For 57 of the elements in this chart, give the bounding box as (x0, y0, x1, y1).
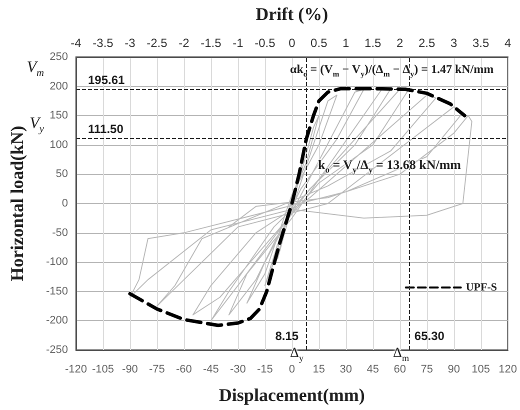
ref-line-label: 65.30 (414, 329, 445, 343)
x2-tick-label: -2 (178, 36, 190, 50)
y-tick-label: -250 (46, 344, 68, 356)
x2-tick-label: 2.5 (418, 36, 436, 50)
x-tick-label: -30 (230, 364, 246, 376)
x2-tick-label: -0.5 (254, 36, 276, 50)
ref-line-label: 195.61 (88, 72, 126, 87)
x-tick-label: -15 (256, 364, 273, 376)
x2-tick-label: 0.5 (310, 36, 328, 50)
x-tick-label: 120 (498, 364, 518, 376)
x-tick-label: 90 (448, 364, 460, 376)
x2-tick-label: 3.5 (472, 36, 490, 50)
text: αk$_{o}$ = (V$_{m}$ − V$_{y}$)/(Δ$_{m}$ − Δ$_{y}$) = 1.47 kN/mm (290, 62, 494, 78)
x2-tick-label: 3 (450, 36, 458, 50)
x-tick-label: -60 (176, 364, 192, 376)
x2-tick-label: 0 (288, 36, 296, 50)
ref-line-label: 111.50 (88, 122, 124, 136)
y-tick-label: 50 (56, 168, 68, 180)
legend-label: UPF-S (466, 282, 498, 294)
x-tick-label: -120 (64, 364, 88, 376)
x2-tick-label: -1 (232, 36, 244, 50)
text: V$_{y}$ (30, 115, 44, 136)
y-axis-title: Horizontal load(kN) (7, 126, 27, 282)
y-tick-label: -200 (46, 314, 68, 327)
x2-tick-label: -1.5 (200, 36, 222, 50)
x2-tick-label: 1.5 (364, 36, 382, 50)
y-tick-label: 0 (62, 198, 68, 210)
x2-tick-label: -3 (124, 36, 136, 50)
x-tick-label: 15 (312, 364, 326, 376)
x-tick-label: 30 (340, 364, 352, 376)
x2-axis-title: Drift (%) (256, 4, 328, 24)
ref-line-label: 8.15 (275, 329, 299, 343)
x2-tick-label: 4 (504, 36, 512, 50)
x-tick-label: 45 (366, 364, 380, 376)
x2-tick-label: 1 (342, 36, 350, 50)
y-tick-label: -150 (46, 285, 68, 298)
y-tick-label: 100 (50, 138, 68, 151)
x-axis-title: Displacement(mm) (218, 385, 365, 405)
annotation: k$_{o}$ = V$_{y}$/Δ$_{y}$ = 13.68 kN/mm (318, 157, 462, 175)
x-tick-label: 0 (288, 364, 295, 376)
x2-tick-label: -2.5 (146, 36, 168, 50)
x2-tick-label: -4 (70, 36, 82, 50)
x-tick-label: 75 (420, 364, 433, 376)
y-tick-label: -100 (46, 256, 68, 268)
text: V$_{m}$ (26, 59, 44, 80)
x-tick-label: -75 (149, 364, 165, 376)
y-tick-label: 200 (50, 80, 68, 92)
x2-tick-label: -3.5 (92, 36, 114, 50)
y-tick-label: -50 (52, 226, 68, 239)
y-tick-label: 150 (50, 110, 68, 122)
x-tick-label: -45 (202, 364, 219, 376)
x-tick-label: -105 (92, 364, 114, 376)
x2-tick-label: 2 (396, 36, 404, 50)
x-tick-label: 105 (472, 364, 490, 376)
x-tick-label: 60 (394, 364, 406, 376)
y-tick-label: 250 (50, 51, 68, 63)
x-tick-label: -90 (122, 364, 138, 376)
